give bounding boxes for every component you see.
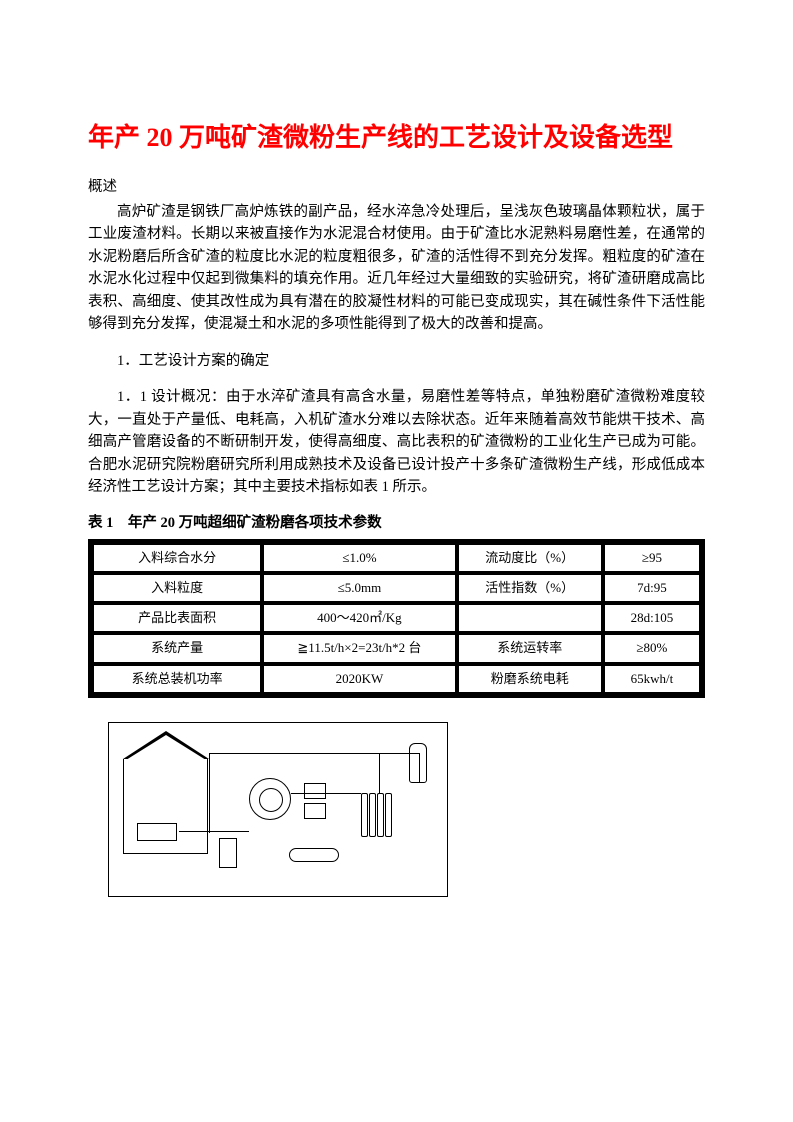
table-cell: ≥80% (604, 634, 700, 662)
table-cell: ≤1.0% (263, 544, 455, 572)
flow-line-icon (209, 753, 419, 754)
table-row: 系统总装机功率 2020KW 粉磨系统电耗 65kwh/t (93, 665, 700, 693)
flow-line-icon (291, 793, 361, 794)
flow-line-icon (379, 753, 380, 793)
table-cell: 系统总装机功率 (93, 665, 261, 693)
tube-mill-icon (289, 848, 339, 862)
table-cell: 65kwh/t (604, 665, 700, 693)
overview-paragraph: 高炉矿渣是钢铁厂高炉炼铁的副产品，经水淬急冷处理后，呈浅灰色玻璃晶体颗粒状，属于… (88, 201, 705, 336)
table-cell: 系统运转率 (458, 634, 602, 662)
table-cell: 28d:105 (604, 604, 700, 632)
table-cell: 400～420㎡/Kg (263, 604, 455, 632)
equipment-box-icon (137, 823, 177, 841)
separator-icon (304, 783, 326, 799)
table-row: 入料综合水分 ≤1.0% 流动度比（%） ≥95 (93, 544, 700, 572)
table-cell: ≥95 (604, 544, 700, 572)
bag-filter-icon (361, 793, 401, 843)
table-cell: ≤5.0mm (263, 574, 455, 602)
table-cell: 产品比表面积 (93, 604, 261, 632)
table-cell: 7d:95 (604, 574, 700, 602)
table-row: 产品比表面积 400～420㎡/Kg 28d:105 (93, 604, 700, 632)
table-1-parameters: 入料综合水分 ≤1.0% 流动度比（%） ≥95 入料粒度 ≤5.0mm 活性指… (88, 539, 705, 698)
flow-line-icon (209, 753, 210, 833)
elevator-icon (219, 838, 237, 868)
flow-line-icon (419, 753, 420, 783)
table-cell: 系统产量 (93, 634, 261, 662)
table-row: 入料粒度 ≤5.0mm 活性指数（%） 7d:95 (93, 574, 700, 602)
table-cell: 入料综合水分 (93, 544, 261, 572)
table-cell: ≧11.5t/h×2=23t/h*2 台 (263, 634, 455, 662)
table-cell: 入料粒度 (93, 574, 261, 602)
page-title: 年产 20 万吨矿渣微粉生产线的工艺设计及设备选型 (88, 120, 705, 156)
schematic-figure (108, 722, 448, 897)
separator-icon (304, 803, 326, 819)
table-cell: 粉磨系统电耗 (458, 665, 602, 693)
process-flow-diagram (108, 722, 705, 897)
table-cell: 2020KW (263, 665, 455, 693)
table-cell: 流动度比（%） (458, 544, 602, 572)
section-1-paragraph: 1．1 设计概况：由于水淬矿渣具有高含水量，易磨性差等特点，单独粉磨矿渣微粉难度… (88, 386, 705, 498)
table-row: 系统产量 ≧11.5t/h×2=23t/h*2 台 系统运转率 ≥80% (93, 634, 700, 662)
overview-label: 概述 (88, 176, 705, 198)
flow-line-icon (179, 831, 249, 832)
silo-icon (409, 743, 427, 783)
mill-icon (249, 778, 291, 820)
table-cell: 活性指数（%） (458, 574, 602, 602)
table-1-caption: 表 1 年产 20 万吨超细矿渣粉磨各项技术参数 (88, 512, 705, 534)
table-cell (458, 604, 602, 632)
section-1-heading: 1．工艺设计方案的确定 (88, 350, 705, 372)
